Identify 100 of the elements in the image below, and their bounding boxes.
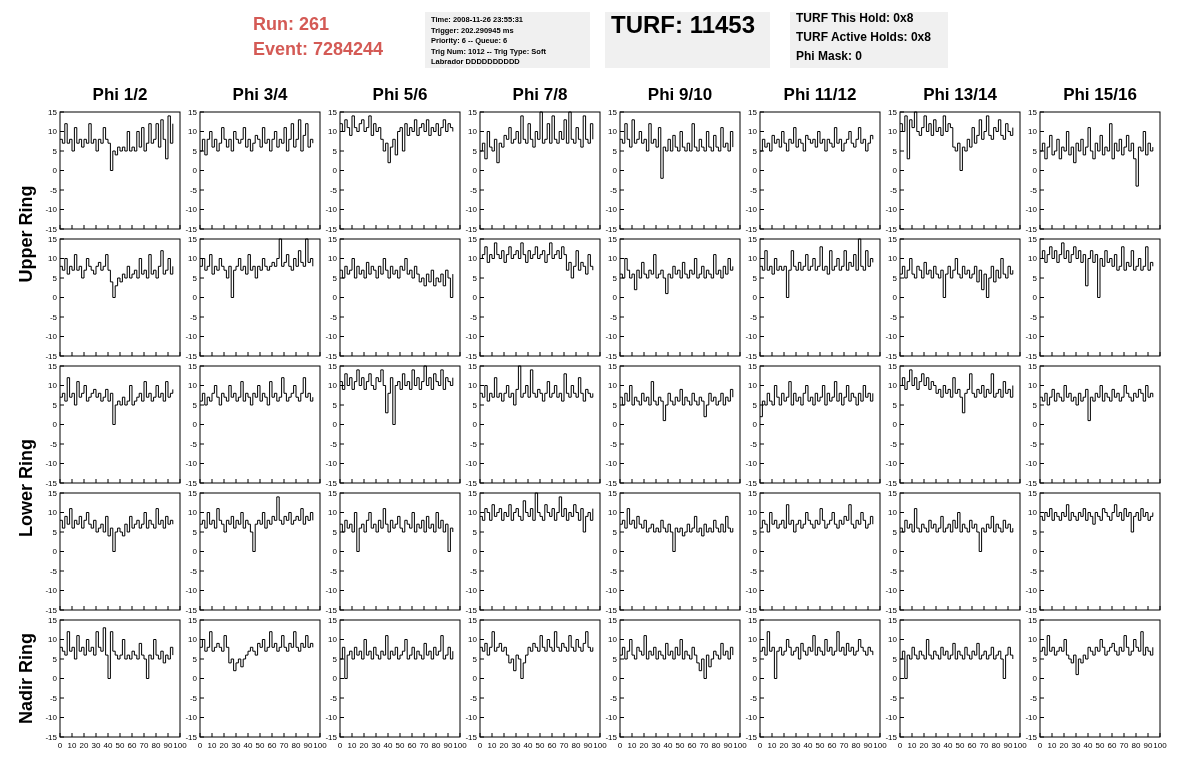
x-tick-label: 70 — [839, 741, 849, 750]
x-tick-label: 30 — [651, 741, 661, 750]
y-tick-label: 15 — [328, 107, 338, 117]
text: Phi Mask: 0 — [796, 49, 863, 63]
y-tick-label: 10 — [748, 635, 758, 645]
x-tick-label: 70 — [139, 741, 149, 750]
y-tick-label: -5 — [889, 693, 898, 703]
y-tick-label: 15 — [888, 107, 898, 117]
x-tick-label: 60 — [127, 741, 137, 750]
y-tick-label: 15 — [48, 107, 58, 117]
x-tick-label: 30 — [931, 741, 941, 750]
y-tick-label: 0 — [612, 674, 618, 684]
x-tick-label: 40 — [243, 741, 253, 750]
y-tick-label: 0 — [192, 166, 198, 176]
y-tick-label: -10 — [745, 586, 758, 596]
y-tick-label: 15 — [608, 234, 618, 244]
y-tick-label: 5 — [612, 273, 618, 283]
chart-title: Phi 9/10 — [647, 85, 713, 104]
y-tick-label: -10 — [185, 459, 198, 469]
y-tick-label: 5 — [892, 527, 898, 537]
x-tick-label: 10 — [207, 741, 217, 750]
y-tick-label: 15 — [48, 488, 58, 498]
y-tick-label: 15 — [608, 488, 618, 498]
y-tick-label: -5 — [329, 185, 338, 195]
y-tick-label: -10 — [1025, 586, 1038, 596]
x-tick-label: 100 — [733, 741, 748, 750]
y-tick-label: 5 — [52, 400, 58, 410]
x-tick-label: 50 — [955, 741, 965, 750]
y-tick-label: -15 — [605, 732, 618, 742]
chart-title: Phi 1/2 — [92, 85, 148, 104]
y-tick-label: 5 — [612, 400, 618, 410]
x-tick-label: 60 — [827, 741, 837, 750]
y-tick-label: 15 — [468, 107, 478, 117]
y-tick-label: 0 — [332, 547, 338, 557]
y-tick-label: -15 — [185, 478, 198, 488]
y-tick-label: 10 — [748, 127, 758, 137]
x-tick-label: 70 — [979, 741, 989, 750]
x-tick-label: 10 — [67, 741, 77, 750]
y-tick-label: -15 — [745, 605, 758, 615]
x-tick-label: 30 — [91, 741, 101, 750]
y-tick-label: 15 — [468, 615, 478, 625]
y-tick-label: -15 — [1025, 351, 1038, 361]
y-tick-label: 10 — [188, 127, 198, 137]
x-tick-label: 20 — [919, 741, 929, 750]
y-tick-label: -15 — [1025, 732, 1038, 742]
y-tick-label: -5 — [469, 312, 478, 322]
y-tick-label: -5 — [329, 693, 338, 703]
y-tick-label: -15 — [45, 478, 58, 488]
y-tick-label: -10 — [465, 205, 478, 215]
y-tick-label: -5 — [749, 312, 758, 322]
y-tick-label: -10 — [45, 586, 58, 596]
y-tick-label: -5 — [1029, 439, 1038, 449]
y-tick-label: -10 — [605, 459, 618, 469]
y-tick-label: 5 — [472, 146, 478, 156]
y-tick-label: 15 — [328, 615, 338, 625]
y-tick-label: -10 — [45, 713, 58, 723]
y-tick-label: 15 — [748, 107, 758, 117]
y-tick-label: -15 — [745, 224, 758, 234]
y-tick-label: 0 — [1032, 420, 1038, 430]
y-tick-label: 5 — [612, 146, 618, 156]
y-tick-label: -10 — [1025, 459, 1038, 469]
y-tick-label: -10 — [745, 205, 758, 215]
chart-title: Phi 7/8 — [512, 85, 568, 104]
y-tick-label: 0 — [472, 420, 478, 430]
y-tick-label: 5 — [1032, 527, 1038, 537]
y-tick-label: -15 — [465, 478, 478, 488]
y-tick-label: -10 — [465, 713, 478, 723]
y-tick-label: 10 — [468, 381, 478, 391]
x-tick-label: 100 — [873, 741, 888, 750]
y-tick-label: 10 — [1028, 508, 1038, 518]
y-tick-label: 5 — [752, 273, 758, 283]
x-tick-label: 100 — [313, 741, 328, 750]
y-tick-label: 5 — [1032, 654, 1038, 664]
x-tick-label: 30 — [791, 741, 801, 750]
y-tick-label: 0 — [52, 293, 58, 303]
y-tick-label: -15 — [885, 351, 898, 361]
y-tick-label: 10 — [468, 635, 478, 645]
y-tick-label: 10 — [748, 508, 758, 518]
y-tick-label: -15 — [465, 351, 478, 361]
y-tick-label: 15 — [1028, 615, 1038, 625]
y-tick-label: 15 — [48, 361, 58, 371]
y-tick-label: 15 — [48, 615, 58, 625]
x-tick-label: 40 — [383, 741, 393, 750]
x-tick-label: 20 — [499, 741, 509, 750]
y-tick-label: 5 — [52, 654, 58, 664]
x-tick-label: 10 — [907, 741, 917, 750]
y-tick-label: 0 — [612, 547, 618, 557]
x-tick-label: 30 — [231, 741, 241, 750]
y-tick-label: -15 — [605, 351, 618, 361]
y-tick-label: -5 — [609, 185, 618, 195]
y-tick-label: -15 — [325, 224, 338, 234]
y-tick-label: -15 — [1025, 478, 1038, 488]
y-tick-label: 0 — [52, 166, 58, 176]
y-tick-label: -10 — [185, 586, 198, 596]
y-tick-label: -15 — [45, 605, 58, 615]
y-tick-label: -15 — [45, 224, 58, 234]
x-tick-label: 80 — [851, 741, 861, 750]
x-tick-label: 90 — [583, 741, 593, 750]
y-tick-label: 15 — [888, 234, 898, 244]
y-tick-label: -15 — [745, 351, 758, 361]
